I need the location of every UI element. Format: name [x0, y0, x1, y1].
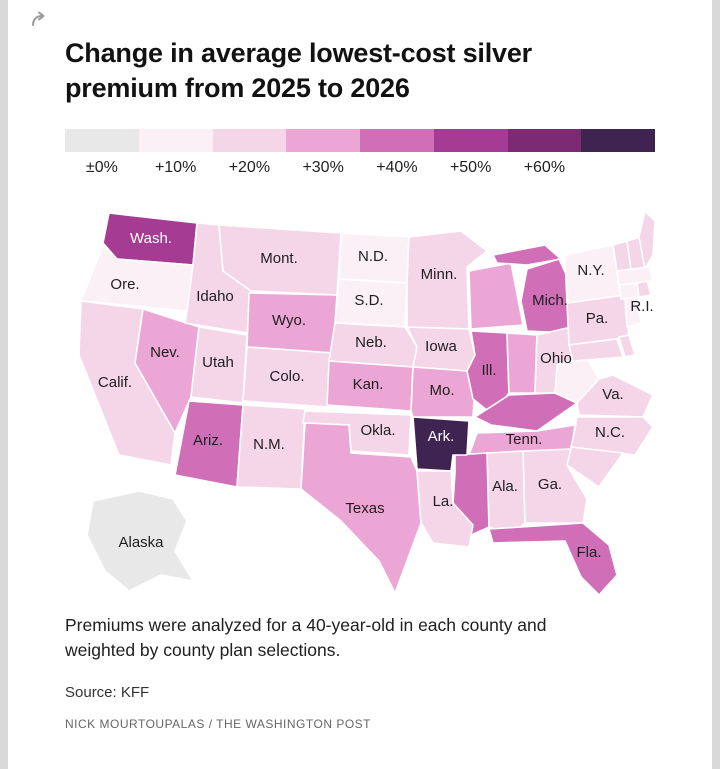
state-minnesota — [406, 230, 488, 330]
state-label-louisiana: La. — [433, 493, 454, 510]
share-icon[interactable] — [30, 10, 48, 28]
state-colorado — [242, 346, 334, 408]
state-louisiana — [416, 470, 474, 548]
legend-label: ±0% — [85, 159, 118, 177]
state-indiana — [506, 332, 538, 394]
state-label-missouri: Mo. — [429, 382, 454, 399]
state-label-california: Calif. — [98, 374, 132, 391]
state-connecticut — [618, 282, 640, 300]
state-label-ohio: Ohio — [540, 350, 572, 367]
us-choropleth-map: Wash. Ore. Calif. Idaho Nev. Mont. Wyo. … — [78, 210, 655, 596]
state-label-washington: Wash. — [130, 230, 172, 247]
state-label-oklahoma: Okla. — [360, 422, 395, 439]
legend-swatch — [581, 129, 655, 153]
state-label-utah: Utah — [202, 354, 234, 371]
state-maryland — [568, 338, 624, 362]
methodology-note: Premiums were analyzed for a 40-year-old… — [65, 615, 547, 661]
legend-label: +30% — [302, 159, 344, 177]
state-label-iowa: Iowa — [425, 338, 457, 355]
state-north-carolina — [570, 416, 654, 456]
state-label-idaho: Idaho — [196, 288, 234, 305]
state-label-alabama: Ala. — [492, 478, 518, 495]
legend-swatch — [433, 129, 508, 153]
state-label-illinois: Ill. — [482, 362, 497, 379]
legend-label: +20% — [228, 159, 271, 177]
state-label-north-dakota: N.D. — [358, 248, 388, 265]
state-utah — [190, 326, 248, 404]
state-label-wyoming: Wyo. — [272, 312, 306, 329]
state-label-nebraska: Neb. — [355, 334, 387, 351]
state-label-montana: Mont. — [260, 250, 298, 267]
state-labels: Wash. Ore. Calif. Idaho Nev. Mont. Wyo. … — [98, 230, 654, 561]
state-label-south-dakota: S.D. — [354, 292, 383, 309]
legend-swatch — [507, 129, 582, 153]
state-delaware — [618, 334, 636, 358]
legend-swatch — [212, 129, 287, 153]
map-container: Wash. Ore. Calif. Idaho Nev. Mont. Wyo. … — [65, 203, 655, 597]
legend-label — [581, 159, 655, 177]
state-maine — [638, 210, 655, 270]
state-label-texas: Texas — [345, 500, 384, 517]
state-label-pennsylvania: Pa. — [586, 310, 609, 327]
state-label-arkansas: Ark. — [428, 428, 455, 445]
legend-swatch — [286, 129, 360, 153]
state-montana — [218, 224, 342, 296]
state-label-north-carolina: N.C. — [595, 424, 625, 441]
state-label-new-york: N.Y. — [577, 262, 604, 279]
state-label-kansas: Kan. — [353, 376, 384, 393]
legend-label: +10% — [154, 159, 197, 177]
state-label-colorado: Colo. — [269, 368, 304, 385]
state-label-rhode-island: R.I. — [630, 298, 653, 315]
legend-label: +40% — [376, 159, 418, 177]
legend-swatch — [360, 129, 434, 153]
state-label-minnesota: Minn. — [421, 266, 458, 283]
state-label-michigan: Mich. — [532, 292, 568, 309]
state-alaska — [86, 490, 194, 592]
state-rhode-island — [636, 280, 652, 298]
byline: NICK MOURTOUPALAS / THE WASHINGTON POST — [65, 716, 371, 731]
legend-labels: ±0% +10% +20% +30% +40% +50% +60% — [65, 159, 655, 177]
legend-swatch — [138, 129, 213, 153]
state-michigan-upper — [492, 244, 562, 266]
chart-title: Change in average lowest-cost silver pre… — [65, 38, 532, 103]
state-arkansas — [412, 416, 470, 472]
state-label-new-mexico: N.M. — [253, 436, 285, 453]
source-line: Source: KFF — [65, 683, 150, 701]
legend: ±0% +10% +20% +30% +40% +50% +60% — [65, 129, 655, 177]
state-virginia — [576, 374, 654, 418]
state-label-tennessee: Tenn. — [506, 431, 543, 448]
legend-swatch — [65, 129, 139, 153]
state-wisconsin — [468, 262, 524, 330]
legend-label: +60% — [523, 159, 566, 177]
legend-swatches — [65, 129, 655, 153]
state-label-alaska: Alaska — [118, 534, 164, 551]
state-label-nevada: Nev. — [150, 344, 180, 361]
state-florida — [488, 522, 618, 596]
state-label-oregon: Ore. — [110, 276, 139, 293]
legend-label: +50% — [449, 159, 492, 177]
state-label-arizona: Ariz. — [193, 432, 223, 449]
state-label-georgia: Ga. — [538, 476, 562, 493]
article-graphic-card: Change in average lowest-cost silver pre… — [8, 0, 712, 769]
state-massachusetts — [616, 266, 654, 286]
state-label-florida: Fla. — [576, 544, 601, 561]
state-label-virginia: Va. — [602, 386, 623, 403]
state-shapes — [78, 210, 655, 596]
